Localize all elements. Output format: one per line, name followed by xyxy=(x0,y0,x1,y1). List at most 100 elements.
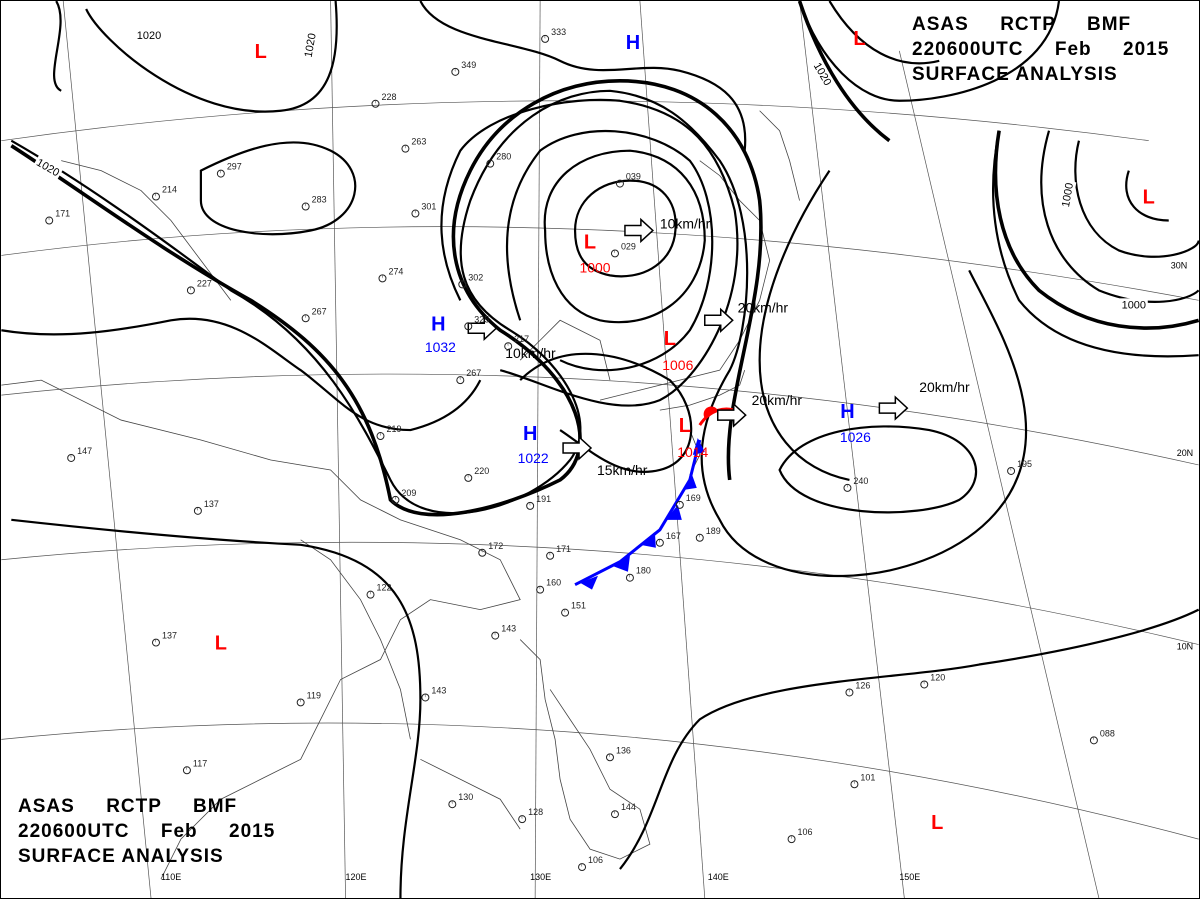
low-pressure-symbol: L xyxy=(1143,187,1155,209)
cold-front xyxy=(574,438,705,590)
station-circle-icon xyxy=(610,810,619,819)
station-pressure-value: 137 xyxy=(162,631,177,641)
station-pressure-value: 189 xyxy=(706,526,721,536)
cold-front-triangle xyxy=(683,473,697,490)
header-bottom-line1-b: RCTP xyxy=(106,796,162,817)
cold-front-triangle xyxy=(692,438,705,455)
header-bottom: ASAS RCTP BMF 220600UTC Feb 2015 SURFACE… xyxy=(18,796,275,871)
parallel-line xyxy=(1,541,1199,645)
parallel-line xyxy=(1,373,1199,466)
station-pressure-value: 209 xyxy=(401,488,416,498)
isobar-labels: 1020 1020 1020 1020 1000 1000 xyxy=(32,28,1148,311)
station-pressure-value: 119 xyxy=(307,690,321,700)
low-pressure-symbol: L xyxy=(215,633,227,655)
station-pressure-value: 126 xyxy=(855,680,870,690)
header-bottom-line1-a: ASAS xyxy=(18,796,75,817)
header-top-line1-c: BMF xyxy=(1087,14,1132,35)
graticule-labels: 30N 20N 10N 110E 120E 130E 140E 150E xyxy=(161,260,1193,882)
high-pressure-symbol: H xyxy=(523,423,537,445)
station-pressure-value: 349 xyxy=(461,60,476,70)
station-pressure-value: 219 xyxy=(386,424,401,434)
station-pressure-value: 136 xyxy=(616,745,631,755)
longitude-label: 120E xyxy=(346,872,367,882)
motion-arrow-icon xyxy=(716,402,747,428)
station-pressure-value: 227 xyxy=(197,278,212,288)
high-pressure-symbol: H xyxy=(431,313,445,335)
isobar xyxy=(1125,170,1169,222)
isobar-value-label: 1000 xyxy=(1060,182,1076,208)
station-plots: 333 349 228 263 297 280 283 301 274 302 325 217 267 2… xyxy=(45,27,1115,872)
header-top-line2-c: 2015 xyxy=(1123,39,1170,60)
isobar xyxy=(52,1,62,92)
station-pressure-value: 297 xyxy=(227,162,242,172)
latitude-label: 20N xyxy=(1177,448,1193,458)
isobar-1000 xyxy=(993,130,1199,330)
longitude-label: 140E xyxy=(708,872,729,882)
isobar xyxy=(440,98,739,407)
station-pressure-value: 160 xyxy=(546,578,561,588)
longitude-label: 130E xyxy=(530,872,551,882)
isobar xyxy=(573,179,677,278)
isobar xyxy=(543,149,706,324)
isobar xyxy=(1,317,482,432)
central-pressure-value: 1014 xyxy=(677,444,708,460)
central-pressure-value: 1000 xyxy=(579,259,610,275)
station-pressure-value: 263 xyxy=(411,137,426,147)
motion-arrow-icon xyxy=(878,395,909,421)
isobar xyxy=(828,1,940,65)
header-bottom-line2-b: Feb xyxy=(160,821,198,842)
isobar xyxy=(778,425,977,514)
station-pressure-value: 101 xyxy=(860,772,875,782)
header-bottom-line1-c: BMF xyxy=(193,796,238,817)
motion-arrow-icon xyxy=(704,307,734,333)
station-pressure-value: 039 xyxy=(626,172,641,182)
isobar xyxy=(1074,140,1199,258)
isobar-value-label: 1020 xyxy=(811,61,834,88)
station-pressure-value: 088 xyxy=(1100,728,1115,738)
isobar-value-label: 1020 xyxy=(137,30,161,42)
station-pressure-value: 267 xyxy=(312,306,327,316)
pressure-centers: L 1000 L 1006 L 1014 H 1032 H 1022 H 1026 H L L L L L xyxy=(215,28,1155,834)
coastlines xyxy=(1,110,800,880)
central-pressure-value: 1026 xyxy=(840,429,871,445)
station-pressure-value: 280 xyxy=(496,152,511,162)
high-pressure-symbol: H xyxy=(840,401,854,423)
motion-speed-label: 20km/hr xyxy=(738,299,789,315)
station-pressure-value: 143 xyxy=(501,624,516,634)
isobar xyxy=(992,130,1199,358)
header-bottom-line2-c: 2015 xyxy=(229,821,276,842)
meridian-line xyxy=(639,1,706,898)
meridian-line xyxy=(330,1,346,898)
isobar-value-label: 1000 xyxy=(1122,299,1146,311)
station-pressure-value: 147 xyxy=(77,446,92,456)
station-pressure-value: 122 xyxy=(376,583,391,593)
central-pressure-value: 1022 xyxy=(518,450,549,466)
low-pressure-symbol: L xyxy=(931,812,943,834)
station-pressure-value: 274 xyxy=(388,266,403,276)
station-pressure-value: 302 xyxy=(468,272,483,282)
central-pressure-value: 1032 xyxy=(425,339,456,355)
station-pressure-value: 333 xyxy=(551,27,566,37)
station-pressure-value: 301 xyxy=(421,202,436,212)
central-pressure-value: 1006 xyxy=(662,357,693,373)
isobar xyxy=(505,129,714,372)
low-pressure-symbol: L xyxy=(853,28,865,50)
isobar xyxy=(519,352,693,473)
station-pressure-value: 267 xyxy=(466,368,481,378)
station-pressure-value: 169 xyxy=(686,493,701,503)
header-top: ASAS RCTP BMF 220600UTC Feb 2015 SURFACE… xyxy=(912,14,1169,89)
longitude-label: 150E xyxy=(899,872,920,882)
isobar-1020 xyxy=(797,1,891,143)
isobar xyxy=(798,1,1061,102)
motion-arrow-icon xyxy=(562,435,593,461)
station-pressure-value: 106 xyxy=(798,827,813,837)
motion-arrow-icon xyxy=(467,315,498,341)
header-top-line2-a: 220600UTC xyxy=(912,39,1024,60)
isobar xyxy=(10,89,1028,578)
station-circle-icon xyxy=(67,453,76,462)
latitude-label: 10N xyxy=(1177,642,1193,652)
cold-front-triangle xyxy=(580,575,599,590)
